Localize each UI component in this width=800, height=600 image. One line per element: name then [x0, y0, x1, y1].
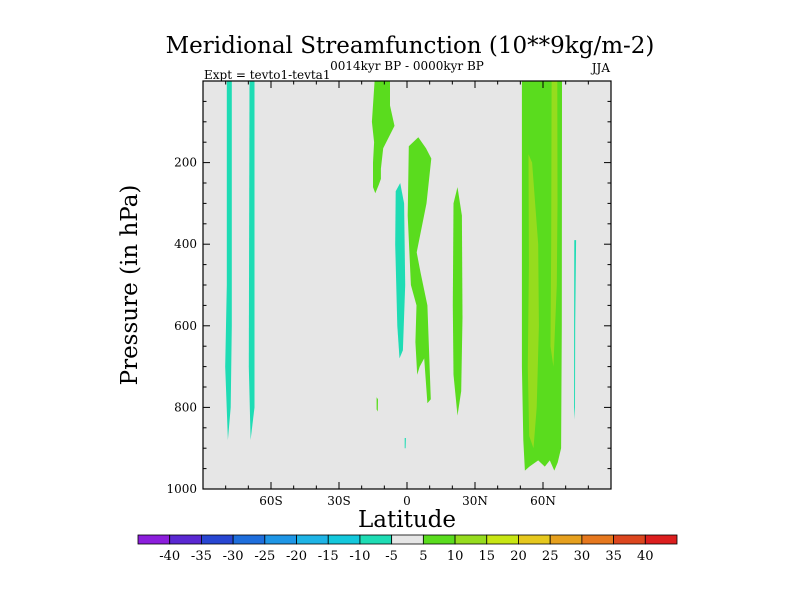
- contour-region-pos-core-55N: [527, 154, 539, 449]
- colorbar-swatch: [486, 534, 519, 545]
- contour-region-pos-column-22N: [452, 187, 463, 416]
- colorbar-swatch: [264, 534, 297, 545]
- colorbar-label: 15: [479, 549, 496, 564]
- colorbar-label: -20: [286, 549, 307, 564]
- contour-region-pos-column-5E: [407, 137, 432, 404]
- colorbar-label: -25: [254, 549, 275, 564]
- contour-region-neg-column-77S: [225, 81, 232, 440]
- contour-region-neg-column-70S: [248, 81, 255, 440]
- colorbar-swatch: [422, 534, 456, 545]
- x-tick-label: 30S: [327, 494, 351, 508]
- x-tick-label: 60N: [530, 494, 556, 508]
- colorbar-label: 20: [510, 549, 527, 564]
- y-tick-label: 800: [174, 400, 197, 414]
- colorbar-swatch: [359, 534, 393, 545]
- contour-region-neg-sliver-74N: [574, 240, 577, 420]
- contour-region-pos-core-66N: [550, 81, 558, 367]
- colorbar-label: 10: [447, 549, 464, 564]
- y-tick-label: 1000: [166, 482, 197, 496]
- colorbar-swatch: [581, 534, 614, 545]
- colorbar-label: -15: [318, 549, 339, 564]
- y-tick-label: 600: [174, 319, 197, 333]
- axis-ticks: 60S 30S 0 30N 60N 200 400 600 800 1000: [166, 81, 611, 508]
- chart-subtitle-center: 0014kyr BP - 0000kyr BP: [330, 59, 484, 73]
- contour-region-pos-speck-13S: [376, 397, 378, 412]
- x-tick-label: 30N: [462, 494, 488, 508]
- colorbar-label: -10: [349, 549, 370, 564]
- colorbar-label: -30: [223, 549, 244, 564]
- colorbar-label: -5: [385, 549, 398, 564]
- chart-subtitle-right: JJA: [590, 61, 611, 75]
- x-tick-label: 60S: [259, 494, 283, 508]
- x-tick-label: 0: [403, 494, 411, 508]
- plot-area: 60S 30S 0 30N 60N 200 400 600 800 1000: [166, 80, 612, 508]
- colorbar-swatch: [169, 534, 202, 545]
- y-tick-label: 400: [174, 237, 197, 251]
- colorbar-label: -40: [159, 549, 180, 564]
- y-tick-label: 200: [174, 156, 197, 170]
- colorbar-swatch: [644, 534, 678, 545]
- contour-region-pos-plume-12S: [371, 81, 395, 194]
- colorbar-swatch: [518, 534, 551, 545]
- y-axis-label: Pressure (in hPa): [117, 185, 143, 386]
- colorbar-swatch: [613, 534, 646, 545]
- chart-subtitle-left: Expt = tevto1-tevta1: [204, 68, 330, 82]
- colorbar: -40 -35 -30 -25 -20 -15 -10 -5 5 10 15 20 25 30 35 40: [137, 534, 678, 564]
- x-axis-label: Latitude: [358, 507, 456, 533]
- colorbar-swatch: [232, 534, 266, 545]
- colorbar-swatch: [327, 534, 361, 545]
- colorbar-swatch: [201, 534, 234, 545]
- contour-region-neg-column-3S: [395, 183, 406, 359]
- colorbar-label: 35: [605, 549, 622, 564]
- colorbar-label: 25: [542, 549, 559, 564]
- chart-title: Meridional Streamfunction (10**9kg/m-2): [166, 33, 655, 59]
- contour-region-neg-speck-0: [404, 438, 406, 449]
- colorbar-swatch: [296, 534, 329, 545]
- colorbar-label: 5: [419, 549, 427, 564]
- contour-regions: [225, 81, 577, 471]
- colorbar-swatch: [137, 534, 171, 545]
- colorbar-swatch: [391, 534, 424, 545]
- colorbar-swatch: [549, 534, 583, 545]
- colorbar-label: 30: [574, 549, 591, 564]
- colorbar-label: -35: [191, 549, 212, 564]
- colorbar-label: 40: [637, 549, 654, 564]
- colorbar-swatch: [454, 534, 488, 545]
